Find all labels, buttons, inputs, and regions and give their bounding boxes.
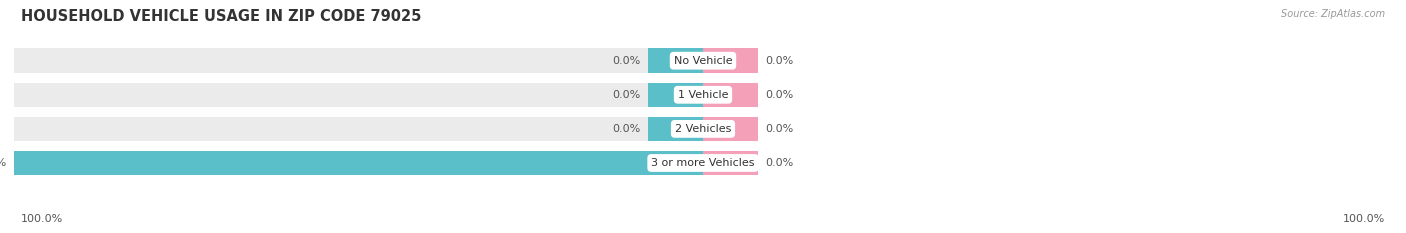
Text: 100.0%: 100.0% (0, 158, 7, 168)
Bar (14, 151, 703, 175)
Bar (648, 116, 703, 141)
Bar (703, 116, 758, 141)
Bar (703, 48, 758, 73)
Bar (648, 48, 703, 73)
Text: 0.0%: 0.0% (765, 124, 793, 134)
Text: 100.0%: 100.0% (21, 214, 63, 224)
Text: 1 Vehicle: 1 Vehicle (678, 90, 728, 100)
Text: HOUSEHOLD VEHICLE USAGE IN ZIP CODE 79025: HOUSEHOLD VEHICLE USAGE IN ZIP CODE 7902… (21, 9, 422, 24)
Text: No Vehicle: No Vehicle (673, 56, 733, 66)
Text: 0.0%: 0.0% (765, 158, 793, 168)
Bar (703, 151, 758, 175)
Text: 0.0%: 0.0% (765, 56, 793, 66)
Bar (14, 82, 703, 107)
Text: 0.0%: 0.0% (613, 90, 641, 100)
Bar (648, 82, 703, 107)
Text: 0.0%: 0.0% (613, 124, 641, 134)
Text: 0.0%: 0.0% (613, 56, 641, 66)
Text: 100.0%: 100.0% (1343, 214, 1385, 224)
Text: 2 Vehicles: 2 Vehicles (675, 124, 731, 134)
Bar (14, 151, 703, 175)
Text: 3 or more Vehicles: 3 or more Vehicles (651, 158, 755, 168)
Text: Source: ZipAtlas.com: Source: ZipAtlas.com (1281, 9, 1385, 19)
Text: 0.0%: 0.0% (765, 90, 793, 100)
Bar (14, 48, 703, 73)
Bar (703, 82, 758, 107)
Bar (14, 116, 703, 141)
